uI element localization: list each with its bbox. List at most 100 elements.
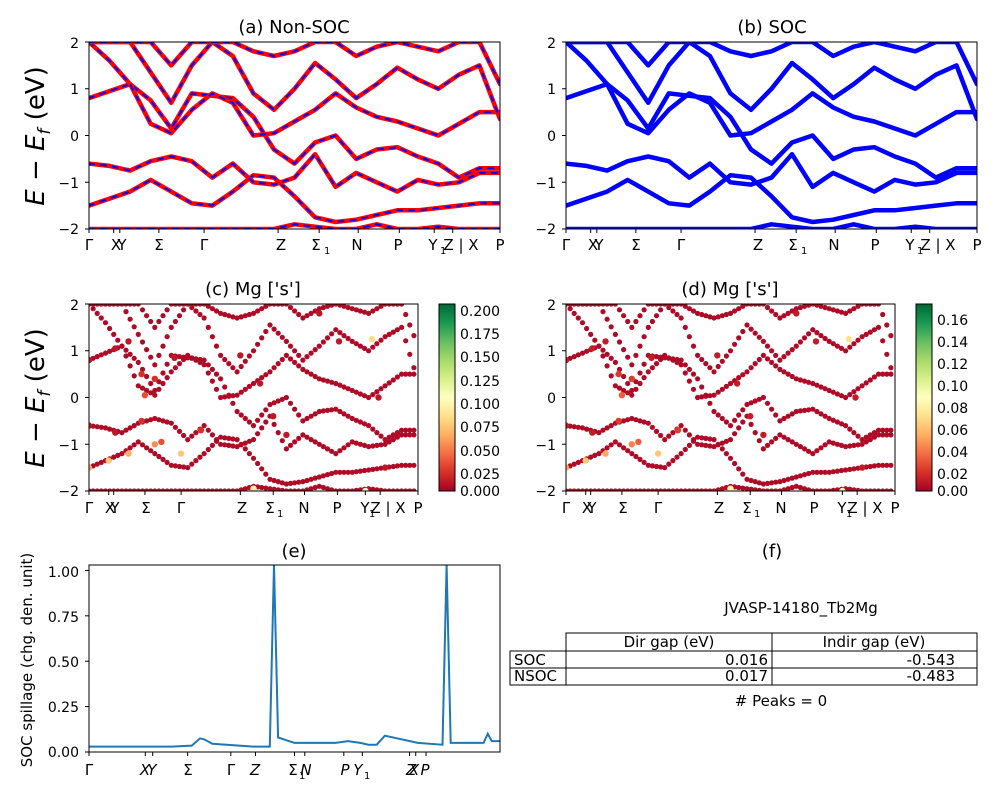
projection-point <box>135 331 141 337</box>
ktick: Σ <box>154 236 163 254</box>
projection-point <box>279 480 285 486</box>
ktick: X <box>105 499 115 517</box>
ktick: Y <box>353 761 364 779</box>
projection-point <box>621 387 627 394</box>
projection-point <box>115 337 121 343</box>
panel-a-kticks: Γ X Y Σ Γ Z Σ 1 N P Y 1 Z | X P <box>85 236 505 257</box>
projection-point <box>135 439 141 445</box>
projection-point <box>801 486 808 491</box>
projection-point <box>238 442 244 448</box>
projection-point <box>123 304 129 307</box>
band-line <box>566 42 977 87</box>
projection-point <box>329 379 335 385</box>
projection-point <box>822 304 828 311</box>
projection-point <box>880 427 886 433</box>
projection-point <box>189 461 195 467</box>
projection-point <box>707 314 713 320</box>
band-line <box>89 174 500 223</box>
projection-point <box>263 372 269 378</box>
panel-e: (e) SOC spillage (chg. den. unit) 1.00 0… <box>18 541 501 782</box>
projection-point <box>144 488 150 491</box>
projection-point <box>847 426 853 432</box>
projection-point <box>633 318 639 325</box>
projection-point <box>374 487 380 491</box>
projection-point <box>629 451 635 457</box>
projection-point <box>300 357 306 363</box>
projection-point <box>205 362 211 368</box>
projection-point <box>148 318 154 325</box>
projection-point <box>399 488 405 491</box>
projection-point <box>407 488 413 491</box>
projection-point <box>612 488 618 491</box>
ktick: N <box>775 499 786 517</box>
projection-point <box>341 469 347 475</box>
projection-point <box>337 469 343 475</box>
projection-point <box>316 474 322 480</box>
weighted-point <box>839 487 846 491</box>
projection-point <box>851 487 857 491</box>
projection-point <box>193 304 199 307</box>
projection-point <box>699 356 705 363</box>
ktick: Γ <box>677 236 686 254</box>
projection-point <box>390 463 396 470</box>
panel-a-yticks: 2 1 0 −1 −2 <box>58 36 79 238</box>
projection-point <box>797 484 804 491</box>
projection-point <box>337 488 343 491</box>
projection-point <box>218 488 224 491</box>
projection-point <box>806 379 812 385</box>
projection-point <box>690 386 697 392</box>
projection-point <box>213 343 220 349</box>
projection-point <box>584 304 590 307</box>
projection-point <box>888 462 894 468</box>
projection-point <box>658 307 664 313</box>
projection-point <box>843 444 849 450</box>
projection-point <box>604 363 610 369</box>
projection-point <box>189 355 195 361</box>
projection-point <box>834 419 841 425</box>
projection-point <box>234 437 240 443</box>
ktick: Z <box>249 761 261 779</box>
projection-point <box>390 304 396 307</box>
panel-d-yticks: 2 1 0 −1 −2 <box>535 298 556 500</box>
band-line <box>566 172 977 225</box>
projection-point <box>723 419 730 425</box>
projection-point <box>312 373 318 380</box>
projection-point <box>164 307 170 313</box>
projection-point <box>888 365 894 371</box>
projection-point <box>810 380 816 387</box>
projection-point <box>308 486 314 491</box>
projection-point <box>596 430 602 436</box>
projection-point <box>238 487 244 491</box>
cbar-tick: 0.12 <box>937 357 968 373</box>
projection-point <box>658 488 664 491</box>
projection-point <box>209 366 215 372</box>
projection-point <box>653 428 660 434</box>
projection-point <box>349 306 355 312</box>
projection-point <box>814 469 820 475</box>
projection-point <box>209 378 215 384</box>
projection-point <box>608 442 614 448</box>
projection-point <box>678 357 684 363</box>
projection-point <box>300 479 306 485</box>
projection-point <box>394 327 400 333</box>
projection-point <box>287 442 294 448</box>
projection-point <box>164 375 170 381</box>
ktick: N <box>300 761 311 779</box>
projection-point <box>797 408 804 414</box>
projection-point <box>859 488 865 491</box>
projection-point <box>90 488 96 491</box>
projection-point <box>818 333 824 339</box>
panel-a: (a) Non-SOC 2 1 0 −1 −2 Γ X Y Σ Γ Z Σ 1 … <box>58 17 504 257</box>
projection-point <box>645 324 651 330</box>
projection-point <box>390 329 396 335</box>
projection-point <box>600 304 606 307</box>
projection-point <box>337 448 343 454</box>
projection-point <box>267 322 273 328</box>
projection-point <box>148 380 154 387</box>
weighted-point <box>256 380 264 387</box>
projection-point <box>205 446 211 453</box>
projection-point <box>390 377 396 383</box>
projection-point <box>843 348 849 354</box>
panel-d: (d) Mg ['s'] 2 1 0 −1 −2 Γ X Y Σ Γ Z Σ 1… <box>535 279 968 520</box>
projection-point <box>292 348 298 354</box>
